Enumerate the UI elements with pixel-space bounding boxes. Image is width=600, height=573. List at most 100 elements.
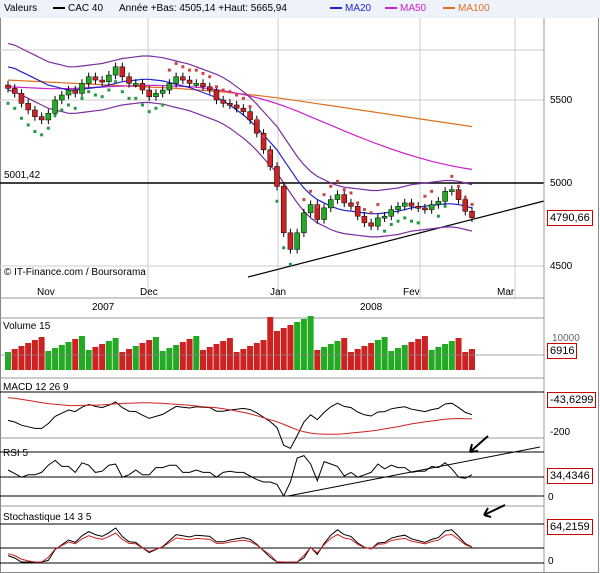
sar-dot — [53, 113, 57, 117]
candle-body — [52, 99, 58, 114]
sar-dot — [309, 189, 313, 193]
volume-bar — [206, 347, 213, 370]
volume-bar — [469, 349, 475, 370]
volume-bar — [85, 350, 92, 370]
stoch-tick: 0 — [548, 556, 554, 567]
sar-dot — [13, 106, 17, 110]
candle-body — [260, 132, 267, 151]
volume-bar — [347, 352, 354, 370]
candle-body — [32, 109, 38, 117]
volume-bar — [99, 344, 106, 370]
candle-body — [25, 103, 31, 111]
candle-body — [435, 201, 442, 205]
candle-body — [348, 202, 354, 207]
candle-body — [92, 76, 99, 81]
candle-body — [166, 83, 173, 91]
volume-bar — [462, 352, 469, 370]
volume-bar — [273, 331, 280, 370]
macd-signal-line — [7, 397, 473, 435]
sar-dot — [430, 189, 434, 193]
sar-dot — [93, 93, 97, 97]
sar-dot — [362, 208, 366, 212]
macd-line — [7, 401, 473, 450]
macd-label: MACD 12 26 9 — [3, 382, 69, 393]
candle-body — [159, 89, 166, 94]
sar-dot — [208, 75, 212, 79]
candle-body — [79, 83, 85, 94]
sar-dot — [436, 214, 440, 218]
candle-body — [240, 108, 247, 112]
volume-bar — [45, 351, 52, 370]
ma50-swatch — [385, 7, 397, 9]
candle-body — [354, 205, 361, 217]
month-dec: Dec — [140, 287, 158, 298]
sar-dot — [356, 201, 360, 205]
volume-bar — [173, 345, 180, 370]
volume-bar — [11, 349, 18, 370]
ma20-swatch — [330, 7, 342, 9]
trendline — [247, 200, 545, 278]
year-stats: Année +Bas: 4505,14 +Haut: 5665,94 — [119, 3, 287, 14]
candle-body — [45, 113, 52, 121]
ma100-swatch — [443, 7, 455, 9]
volume-bar — [341, 338, 348, 370]
ma20-line — [7, 66, 473, 215]
candle-body — [307, 204, 314, 214]
volume-bar — [166, 348, 173, 370]
rsi-trendline — [287, 446, 541, 497]
candle-body — [146, 89, 152, 97]
sar-dot — [376, 203, 380, 207]
rsi-tick: 0 — [548, 492, 554, 503]
volume-bar — [179, 342, 186, 370]
sar-dot — [6, 101, 10, 105]
sar-dot — [26, 123, 30, 127]
candle-body — [294, 232, 300, 250]
sar-dot — [383, 229, 387, 233]
volume-bar — [226, 338, 233, 370]
volume-bar — [119, 352, 126, 370]
volume-bar — [388, 351, 395, 370]
sar-dot — [60, 108, 64, 112]
sar-dot — [302, 198, 306, 202]
volume-bar — [25, 343, 32, 370]
volume-bar — [65, 342, 72, 370]
candle-body — [233, 104, 240, 109]
candle-body — [11, 88, 18, 94]
sar-dot — [120, 90, 124, 94]
volume-bar — [307, 316, 314, 370]
sar-dot — [46, 126, 50, 130]
candle-body — [301, 212, 307, 234]
ma50-legend: MA50 — [400, 3, 427, 14]
ma100-line — [7, 79, 473, 128]
sar-dot — [194, 68, 198, 72]
volume-bar — [58, 345, 65, 370]
sar-dot — [167, 68, 171, 72]
sar-dot — [134, 96, 138, 100]
candle-body — [254, 119, 260, 134]
sar-dot — [275, 199, 279, 203]
macd-lines — [0, 391, 544, 450]
y-tick-5000: 5000 — [550, 178, 573, 189]
moving-average-lines — [7, 43, 473, 238]
volume-bar — [186, 339, 193, 370]
candle-body — [422, 207, 428, 211]
sar-dot — [315, 204, 319, 208]
candle-body — [119, 66, 126, 78]
candle-body — [267, 149, 274, 167]
candle-body — [59, 94, 65, 101]
volume-bar — [18, 346, 25, 370]
candle-body — [126, 76, 132, 84]
candle-body — [314, 204, 321, 220]
stoch-d-line — [7, 532, 473, 563]
candle-body — [153, 93, 159, 97]
sar-dot — [235, 93, 239, 97]
sar-dot — [349, 191, 353, 195]
volume-bar — [233, 352, 240, 370]
stoch-value-badge: 64,2159 — [547, 519, 593, 535]
volume-bar — [395, 348, 402, 370]
candle-body — [388, 209, 395, 217]
sar-dot — [295, 246, 299, 250]
sar-dot — [161, 103, 165, 107]
volume-bar — [200, 350, 207, 370]
candle-body — [85, 76, 92, 84]
